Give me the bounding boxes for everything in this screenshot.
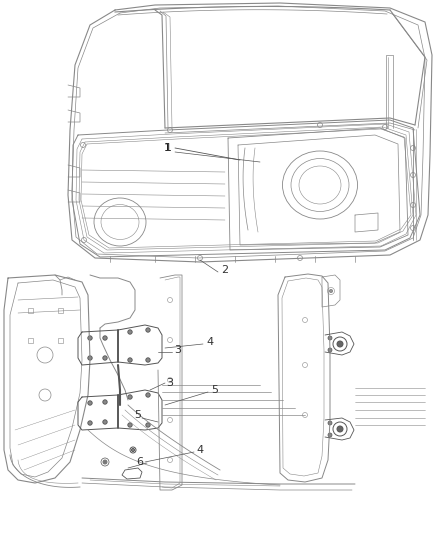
Circle shape (146, 423, 150, 427)
Text: 5: 5 (212, 385, 219, 395)
Circle shape (337, 426, 343, 432)
Circle shape (88, 421, 92, 425)
Text: 3: 3 (174, 345, 181, 355)
Circle shape (128, 423, 132, 427)
Bar (57, 337, 63, 343)
Circle shape (103, 420, 107, 424)
Text: 1: 1 (165, 143, 172, 153)
Circle shape (337, 341, 343, 347)
Bar (28, 308, 32, 312)
Circle shape (146, 393, 150, 397)
Text: 2: 2 (222, 265, 229, 275)
Circle shape (146, 328, 150, 332)
Text: 4: 4 (206, 337, 214, 347)
Circle shape (328, 336, 332, 340)
Circle shape (88, 401, 92, 405)
Circle shape (103, 400, 107, 404)
Text: 3: 3 (166, 378, 173, 388)
Bar (57, 308, 63, 312)
Circle shape (328, 348, 332, 352)
Text: 4: 4 (196, 445, 204, 455)
Text: 1: 1 (163, 143, 170, 153)
Circle shape (328, 421, 332, 425)
Circle shape (103, 356, 107, 360)
Circle shape (128, 395, 132, 399)
Circle shape (88, 356, 92, 360)
Circle shape (329, 289, 332, 293)
Circle shape (103, 460, 107, 464)
Circle shape (328, 433, 332, 437)
Circle shape (103, 336, 107, 340)
Circle shape (146, 358, 150, 362)
Circle shape (131, 448, 134, 451)
Text: 5: 5 (134, 410, 141, 420)
Circle shape (128, 358, 132, 362)
Circle shape (128, 330, 132, 334)
Text: 6: 6 (137, 457, 144, 467)
Bar (28, 337, 32, 343)
Circle shape (88, 336, 92, 340)
